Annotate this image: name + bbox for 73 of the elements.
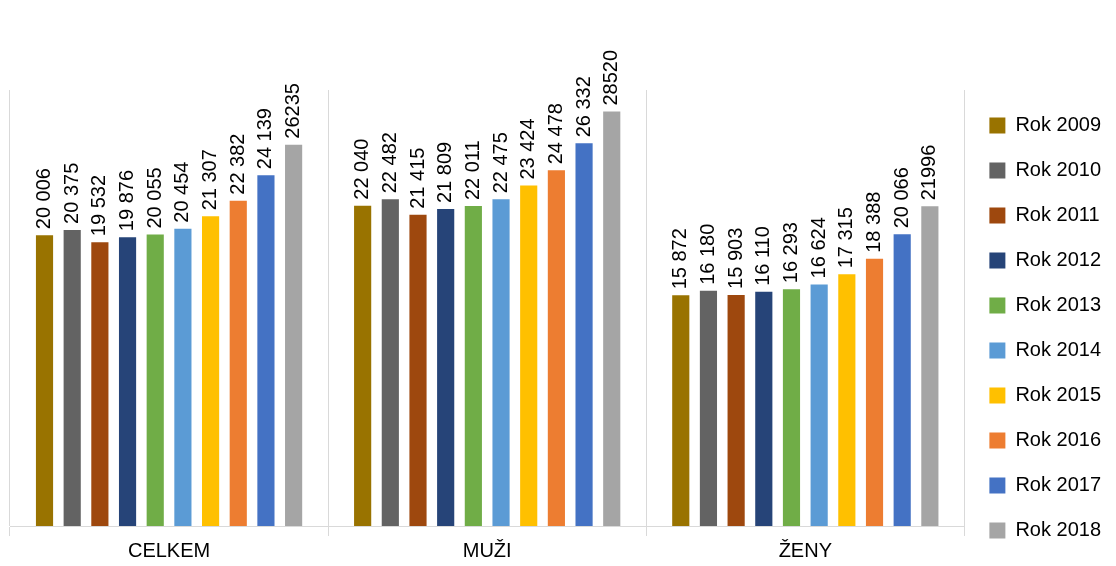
data-label: 16 180 <box>695 223 718 285</box>
legend-label: Rok 2009 <box>1015 113 1102 136</box>
data-label: 23 424 <box>516 118 539 180</box>
data-label: 22 011 <box>460 140 483 201</box>
bar <box>699 290 718 526</box>
bar <box>865 258 884 526</box>
legend-label: Rok 2011 <box>1015 203 1100 226</box>
bar <box>893 234 911 526</box>
bar <box>921 206 939 526</box>
bar <box>520 185 538 526</box>
bar <box>91 242 109 526</box>
bar <box>755 291 773 526</box>
bar <box>810 284 828 526</box>
x-tick-label: MUŽI <box>462 538 512 561</box>
data-label: 16 110 <box>751 226 774 286</box>
legend-label: Rok 2017 <box>1015 473 1102 496</box>
data-label: 21 415 <box>405 147 428 209</box>
legend-label: Rok 2010 <box>1015 158 1102 181</box>
data-label: 17 315 <box>834 207 857 269</box>
bar <box>575 143 593 526</box>
data-label: 15 872 <box>668 228 691 290</box>
bar <box>174 228 192 526</box>
bar <box>146 234 164 526</box>
bar <box>202 216 220 526</box>
bar <box>838 274 856 526</box>
x-tick-label: CELKEM <box>127 538 211 561</box>
bar <box>285 144 303 526</box>
bar <box>727 294 745 526</box>
legend-label: Rok 2012 <box>1015 248 1102 271</box>
data-label: 21 307 <box>198 149 221 211</box>
data-label: 28520 <box>599 49 622 106</box>
bar <box>547 170 565 526</box>
bar <box>672 295 690 526</box>
bar <box>409 214 427 526</box>
legend-label: Rok 2014 <box>1015 338 1102 361</box>
bar <box>63 229 81 526</box>
data-label: 24 139 <box>253 108 276 170</box>
bar <box>257 175 275 526</box>
bar <box>603 111 621 526</box>
data-label: 22 475 <box>488 132 511 194</box>
bar <box>381 199 399 526</box>
legend-label: Rok 2013 <box>1015 293 1102 316</box>
data-label: 18 388 <box>862 191 885 253</box>
data-label: 16 624 <box>806 217 829 279</box>
bar <box>354 205 372 526</box>
data-label: 21996 <box>917 144 940 201</box>
data-label: 26 332 <box>571 76 594 138</box>
bar <box>118 237 137 526</box>
legend-label: Rok 2015 <box>1015 383 1102 406</box>
bar <box>437 209 455 526</box>
bar <box>35 235 54 526</box>
data-label: 19 876 <box>115 169 138 232</box>
data-label: 20 375 <box>59 162 82 224</box>
bar <box>492 199 510 526</box>
legend-label: Rok 2018 <box>1015 518 1102 541</box>
data-label: 16 293 <box>779 222 801 284</box>
data-label: 20 055 <box>142 167 165 229</box>
data-label: 19 532 <box>87 174 110 237</box>
data-label: 20 066 <box>889 167 912 229</box>
data-label: 20 006 <box>32 168 55 230</box>
data-label: 22 382 <box>225 133 248 195</box>
bar <box>229 200 247 526</box>
bar <box>782 289 801 526</box>
data-label: 24 478 <box>543 103 566 165</box>
legend-label: Rok 2016 <box>1015 428 1102 451</box>
data-label: 21 809 <box>433 141 456 204</box>
data-label: 20 454 <box>170 161 193 223</box>
x-tick-label: ŽENY <box>778 538 832 561</box>
data-label: 22 040 <box>350 138 373 200</box>
bar <box>464 206 482 526</box>
data-label: 26235 <box>281 83 304 139</box>
data-label: 22 482 <box>377 132 400 194</box>
data-label: 15 903 <box>723 227 746 289</box>
